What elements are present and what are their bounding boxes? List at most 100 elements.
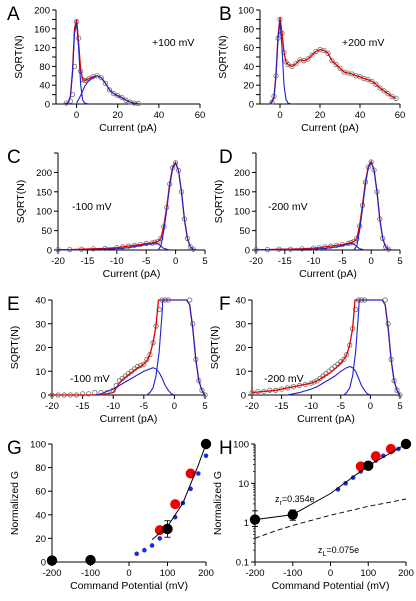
x-tick-label: -15 <box>81 256 95 267</box>
x-tick-label: 20 <box>112 110 123 121</box>
condition-label: +100 mV <box>152 37 194 49</box>
component-curve <box>146 299 206 396</box>
data-point <box>368 159 374 165</box>
panel-G: G 0 20 40 60 80 100 -200 -100 0 100 200 Command Pote… <box>7 438 214 592</box>
y-tick-label: 60 <box>35 487 46 498</box>
red-point <box>154 525 165 536</box>
panel-C: C 0 50 100 150 200 -20 -15 -10 -5 0 5 Current (pA) SQ… <box>7 147 208 280</box>
charge-annotation: zr=0.354e <box>275 494 315 507</box>
y-tick-label: 10 <box>35 367 46 378</box>
x-tick-label: 0 <box>126 568 131 579</box>
data-point <box>311 379 317 385</box>
x-tick-label: -20 <box>249 256 263 267</box>
component-curve <box>157 161 197 251</box>
blue-point <box>157 536 163 541</box>
x-tick-label: -20 <box>45 401 59 412</box>
y-tick-label: 1 <box>244 518 249 529</box>
y-axis-label: Normalized G <box>212 471 224 535</box>
condition-label: +200 mV <box>342 37 384 49</box>
y-tick-label: 40 <box>35 510 46 521</box>
x-tick-label: 20 <box>315 110 326 121</box>
y-tick-label: 0.1 <box>236 558 249 569</box>
component-curve <box>255 242 366 251</box>
x-tick-label: -200 <box>42 568 61 579</box>
y-tick-label: 30 <box>35 319 46 330</box>
x-tick-label: 200 <box>198 568 214 579</box>
x-tick-label: -10 <box>307 256 321 267</box>
blue-point <box>381 453 386 459</box>
y-tick-label: 20 <box>35 534 46 545</box>
y-tick-label: 200 <box>34 6 50 17</box>
data-point <box>377 85 383 91</box>
data-point <box>352 306 359 313</box>
data-point <box>111 91 117 97</box>
x-tick-label: 5 <box>202 256 207 267</box>
y-tick-label: 50 <box>239 226 250 237</box>
data-point <box>325 50 331 56</box>
x-tick-label: -15 <box>275 401 289 412</box>
y-tick-label: 40 <box>35 296 46 307</box>
x-tick-label: -5 <box>338 256 346 267</box>
data-point <box>385 91 391 97</box>
x-tick-label: 5 <box>397 256 402 267</box>
y-tick-label: 100 <box>36 207 52 218</box>
data-point <box>373 81 379 87</box>
data-point <box>369 78 375 85</box>
y-tick-label: 100 <box>234 207 250 218</box>
data-point <box>305 56 311 62</box>
x-tick-label: 0 <box>369 256 374 267</box>
data-point <box>389 93 395 100</box>
x-axis-label: Current (pA) <box>100 413 158 425</box>
x-axis-label: Current (pA) <box>299 268 357 280</box>
x-axis-label: Command Potential (mV) <box>272 580 390 592</box>
x-tick-label: 60 <box>195 110 206 121</box>
condition-label: -100 mV <box>70 373 110 385</box>
data-point <box>123 97 129 103</box>
blue-point <box>142 547 147 553</box>
data-points <box>269 16 399 105</box>
data-point <box>333 61 339 68</box>
y-tick-label: 0 <box>41 391 46 402</box>
y-axis-label: SQRT(N) <box>217 35 229 79</box>
y-tick-label: 200 <box>234 168 250 179</box>
x-tick-label: -10 <box>106 401 120 412</box>
y-tick-label: 0 <box>241 391 246 402</box>
y-axis-label: SQRT(N) <box>9 326 21 370</box>
blue-point <box>149 543 155 548</box>
x-tick-label: 100 <box>160 568 176 579</box>
y-tick-label: 0 <box>45 100 50 111</box>
x-tick-label: 0 <box>172 401 177 412</box>
y-tick-label: 80 <box>35 463 46 474</box>
y-tick-label: 30 <box>235 319 246 330</box>
panel-F: F 0 10 20 30 40 -20 -15 -10 -5 0 5 Current (pA) SQRT(… <box>209 294 403 425</box>
x-tick-label: -200 <box>245 568 264 579</box>
panel-letter-A: A <box>7 4 20 25</box>
component-curve <box>287 365 371 396</box>
x-tick-label: -5 <box>337 401 345 412</box>
data-point <box>337 65 343 71</box>
component-curve <box>76 75 139 105</box>
data-point <box>341 356 347 362</box>
data-point <box>141 361 147 367</box>
x-tick-label: -20 <box>51 256 65 267</box>
y-tick-label: 150 <box>234 187 250 198</box>
panel-D: D 0 50 100 150 200 -20 -15 -10 -5 0 5 Current (pA) SQ… <box>213 147 403 280</box>
data-point <box>329 58 335 64</box>
y-tick-label: 60 <box>243 43 254 54</box>
y-tick-label: 40 <box>39 81 50 92</box>
data-point <box>202 392 208 398</box>
y-tick-label: 160 <box>34 24 50 35</box>
red-point <box>170 499 181 510</box>
x-tick-label: -5 <box>142 256 150 267</box>
data-point <box>289 63 295 70</box>
panel-letter-G: G <box>7 438 22 459</box>
panel-letter-D: D <box>219 147 233 168</box>
y-tick-label: 80 <box>243 24 254 35</box>
x-tick-label: 40 <box>355 110 366 121</box>
blue-point <box>343 481 348 486</box>
y-tick-label: 20 <box>235 343 246 354</box>
data-point <box>293 60 299 67</box>
data-point <box>173 160 179 166</box>
x-tick-label: 0 <box>173 256 178 267</box>
data-point <box>199 387 205 393</box>
